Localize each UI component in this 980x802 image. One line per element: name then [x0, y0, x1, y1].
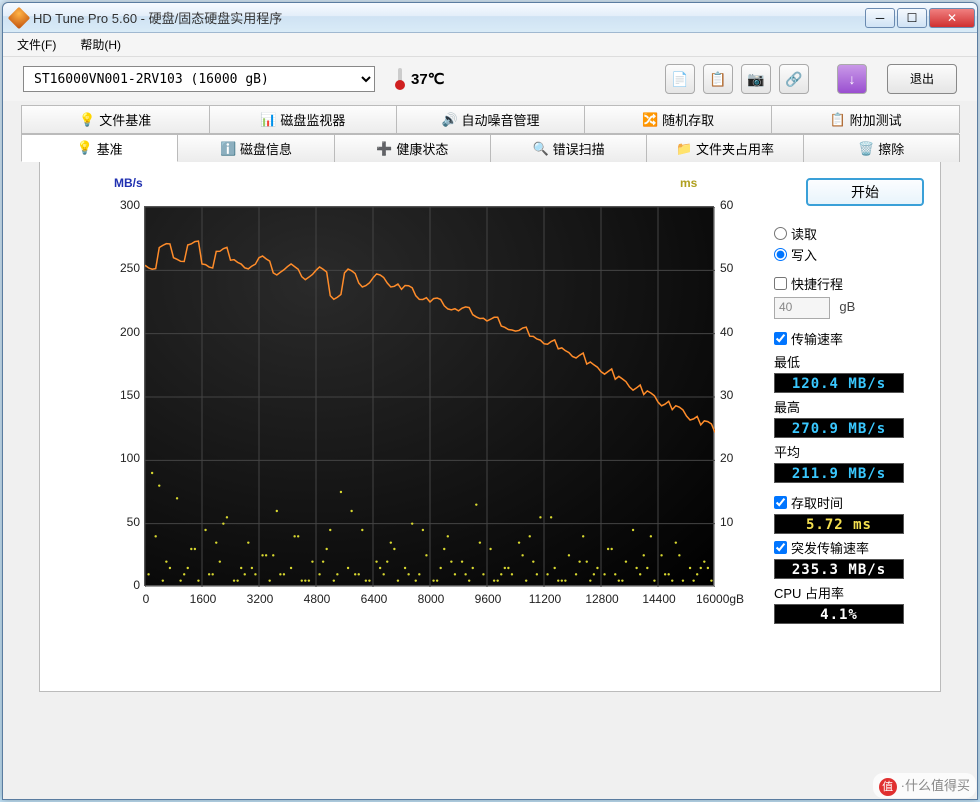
maximize-button[interactable]: ☐ [897, 8, 927, 28]
window-title: HD Tune Pro 5.60 - 硬盘/固态硬盘实用程序 [33, 8, 863, 27]
monitor-icon: 📊 [260, 112, 276, 128]
chart-plot [144, 206, 714, 586]
app-icon [8, 6, 31, 29]
random-icon: 🔀 [642, 112, 658, 128]
lcd-min: 120.4 MB/s [774, 373, 904, 393]
lcd-access: 5.72 ms [774, 514, 904, 534]
exit-button[interactable]: 退出 [887, 64, 957, 94]
health-icon: ➕ [376, 141, 392, 157]
copy-text-button[interactable]: 📄 [665, 64, 695, 94]
tab-disk-monitor[interactable]: 📊磁盘监视器 [209, 105, 398, 133]
search-icon: 🔍 [533, 141, 549, 157]
tab-extra-tests[interactable]: 📋附加测试 [771, 105, 960, 133]
checkbox-transfer-rate[interactable]: 传输速率 [774, 329, 924, 348]
titlebar: HD Tune Pro 5.60 - 硬盘/固态硬盘实用程序 ─ ☐ ✕ [3, 3, 977, 33]
toolbar: ST16000VN001-2RV103 (16000 gB) 37℃ 📄 📋 📷… [3, 57, 977, 101]
tab-health[interactable]: ➕健康状态 [334, 134, 491, 162]
screenshot-button[interactable]: 📷 [741, 64, 771, 94]
refresh-button[interactable]: 🔗 [779, 64, 809, 94]
checkbox-short-stroke[interactable]: 快捷行程 [774, 274, 924, 293]
tab-folder-usage[interactable]: 📁文件夹占用率 [646, 134, 803, 162]
lcd-max: 270.9 MB/s [774, 418, 904, 438]
radio-read[interactable]: 读取 [774, 224, 924, 243]
chart-area: 0501001502002503001020304050600160032004… [74, 176, 714, 626]
trash-icon: 🗑️ [858, 141, 874, 157]
tab-erase[interactable]: 🗑️擦除 [803, 134, 960, 162]
side-panel: 读取 写入 快捷行程 40 gB 传输速率 最低 120.4 MB/s 最高 2… [774, 222, 924, 634]
watermark: 值·什么值得买 [873, 773, 976, 798]
minimize-button[interactable]: ─ [865, 8, 895, 28]
menu-file[interactable]: 文件(F) [11, 34, 62, 55]
benchmark-content: MB/s ms 05010015020025030010203040506001… [39, 162, 941, 692]
watermark-logo-icon: 值 [879, 778, 897, 796]
lcd-cpu: 4.1% [774, 604, 904, 624]
lightbulb-icon: 💡 [79, 112, 95, 128]
save-button[interactable]: ↓ [837, 64, 867, 94]
tab-info[interactable]: ℹ️磁盘信息 [177, 134, 334, 162]
menu-help[interactable]: 帮助(H) [74, 34, 127, 55]
tab-file-benchmark[interactable]: 💡文件基准 [21, 105, 210, 133]
drive-select[interactable]: ST16000VN001-2RV103 (16000 gB) [23, 66, 375, 92]
checkbox-access-time[interactable]: 存取时间 [774, 493, 924, 512]
temperature-display: 37℃ [395, 68, 445, 90]
tab-error-scan[interactable]: 🔍错误扫描 [490, 134, 647, 162]
copy-info-button[interactable]: 📋 [703, 64, 733, 94]
start-button[interactable]: 开始 [806, 178, 924, 206]
lcd-burst: 235.3 MB/s [774, 559, 904, 579]
thermometer-icon [395, 68, 405, 90]
checkbox-burst-rate[interactable]: 突发传输速率 [774, 538, 924, 557]
tab-aam[interactable]: 🔊自动噪音管理 [396, 105, 585, 133]
close-button[interactable]: ✕ [929, 8, 975, 28]
clipboard-icon: 📋 [830, 112, 846, 128]
short-stroke-value[interactable]: 40 [774, 297, 830, 319]
info-icon: ℹ️ [220, 141, 236, 157]
speaker-icon: 🔊 [441, 112, 457, 128]
tab-random-access[interactable]: 🔀随机存取 [584, 105, 773, 133]
bulb-icon: 💡 [77, 140, 93, 156]
radio-write[interactable]: 写入 [774, 245, 924, 264]
folder-icon: 📁 [676, 141, 692, 157]
tab-benchmark[interactable]: 💡基准 [21, 134, 178, 162]
lcd-avg: 211.9 MB/s [774, 463, 904, 483]
menubar: 文件(F) 帮助(H) [3, 33, 977, 57]
